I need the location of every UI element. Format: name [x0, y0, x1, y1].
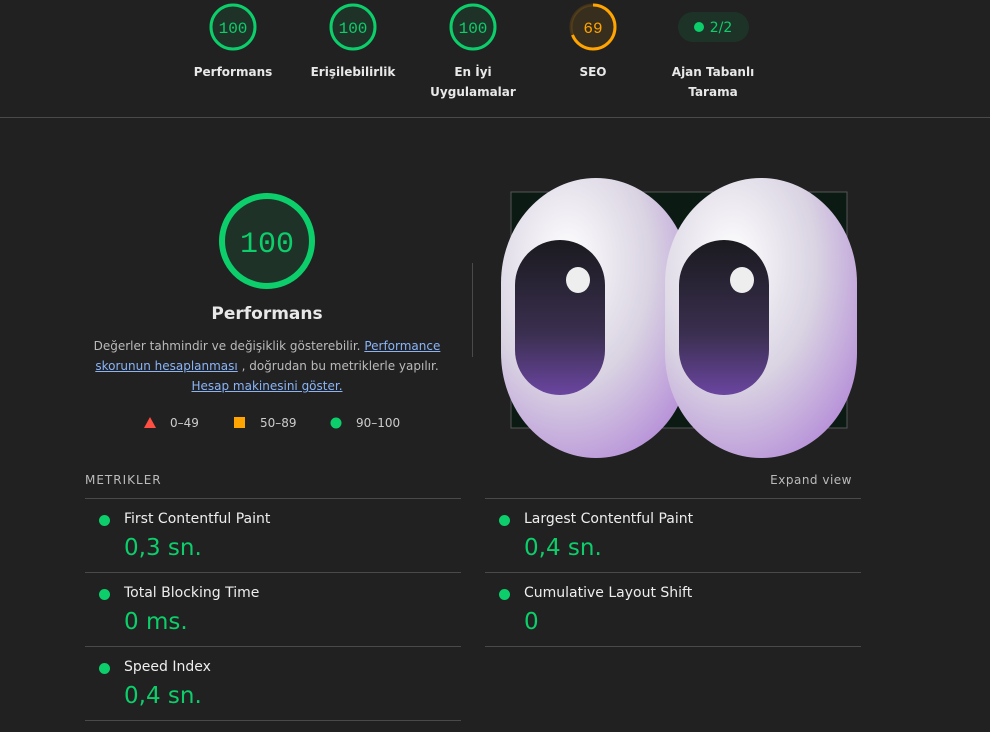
text: Değerler tahmindir ve değişiklik göstere… — [93, 339, 361, 353]
gauge-score: 69 — [583, 20, 602, 38]
badge — [678, 12, 749, 42]
main-title: Performans — [211, 304, 323, 324]
metric: Speed Index 0,4 sn. — [85, 646, 461, 721]
metric-value: 0,4 sn. — [124, 683, 202, 709]
gauge-label: Performans — [193, 65, 273, 79]
text: , doğrudan bu metriklerle yapılır. — [241, 359, 439, 373]
gauge-arc — [449, 3, 497, 51]
metric: Total Blocking Time 0 ms. — [85, 572, 461, 646]
metric-name: First Contentful Paint — [124, 511, 271, 527]
gauge-label: SEO — [579, 65, 607, 79]
metric-dot — [99, 589, 110, 600]
legend-average — [234, 417, 245, 428]
metric-dot — [499, 589, 510, 600]
metric-name: Largest Contentful Paint — [524, 511, 694, 527]
metric-name: Cumulative Layout Shift — [524, 585, 693, 601]
metrics-title: METRIKLER — [85, 473, 162, 487]
gauge-score: 100 — [459, 20, 488, 38]
metric-value: 0,4 sn. — [524, 535, 602, 561]
legend-pass — [330, 417, 342, 429]
gauge-label: Erişilebilirlik — [310, 65, 396, 79]
legend-label: 0–49 — [170, 416, 199, 430]
gauge-arc — [219, 193, 315, 289]
metric-dot — [99, 515, 110, 526]
badge-text: 2/2 — [710, 20, 733, 36]
metric-value: 0 — [524, 609, 539, 635]
metric-name: Total Blocking Time — [124, 585, 260, 601]
legend-label: 90–100 — [356, 416, 400, 430]
gauge-arc — [329, 3, 377, 51]
metric-dot — [99, 663, 110, 674]
metric-value: 0 ms. — [124, 609, 188, 635]
metric: Cumulative Layout Shift 0 — [485, 572, 861, 647]
metric: Largest Contentful Paint 0,4 sn. — [485, 498, 861, 572]
gauge-score: 100 — [339, 20, 368, 38]
metric-value: 0,3 sn. — [124, 535, 202, 561]
expand-view[interactable]: Expand view — [770, 473, 852, 487]
gauge-score: 100 — [240, 228, 294, 262]
mascot — [501, 178, 857, 458]
badge-label: Ajan Tabanlı Tarama — [671, 65, 755, 99]
badge-dot — [694, 22, 704, 32]
link[interactable]: Hesap makinesini göster. — [191, 379, 343, 393]
legend-fail — [144, 417, 156, 428]
metric-dot — [499, 515, 510, 526]
gauge-score: 100 — [219, 20, 248, 38]
metric: First Contentful Paint 0,3 sn. — [85, 498, 461, 572]
description: Değerler tahmindir ve değişiklik göstere… — [82, 336, 452, 396]
link[interactable]: Performance skorunun hesaplanması — [95, 339, 441, 373]
gauge-arc — [209, 3, 257, 51]
gauge-arc — [569, 3, 617, 51]
metric-name: Speed Index — [124, 659, 211, 675]
legend-label: 50–89 — [260, 416, 297, 430]
gauge-label: En İyi Uygulamalar — [430, 65, 516, 99]
